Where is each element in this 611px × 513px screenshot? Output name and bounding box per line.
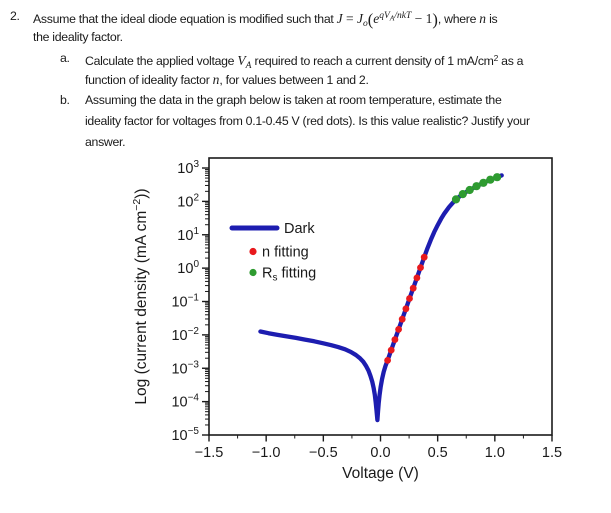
data-dot — [387, 346, 395, 354]
legend-label: Rs fitting — [262, 266, 316, 284]
data-dot — [479, 178, 488, 187]
x-axis: −1.5 −1.0 −0.5 0.0 0.5 1.0 1.5 Voltage (V) — [195, 435, 562, 482]
text-segment: ( — [367, 10, 374, 29]
chart-figure: −1.5 −1.0 −0.5 0.0 0.5 1.0 1.5 Voltage (V) 103 10… — [0, 150, 611, 513]
legend-label: Dark — [284, 221, 315, 237]
data-dot — [465, 185, 474, 195]
text-segment: , where — [437, 12, 480, 26]
question-line: a. Calculate the applied voltage VA requi… — [60, 51, 524, 74]
text-segment: 2 — [493, 53, 499, 63]
text-segment: is — [485, 12, 498, 26]
legend: Dark n fitting Rs fitting — [229, 221, 316, 284]
data-dot — [493, 173, 502, 182]
x-axis-title: Voltage (V) — [342, 465, 419, 482]
y-tick-label: 10−3 — [171, 359, 199, 377]
text-segment: qV — [379, 11, 390, 21]
list-marker: 2. — [10, 9, 20, 23]
data-dot — [486, 175, 495, 184]
text-segment: the ideality factor. — [33, 30, 123, 44]
data-dot — [458, 190, 467, 199]
text-segment: V — [237, 53, 246, 68]
data-dot — [402, 305, 410, 313]
question-line: answer. — [85, 135, 126, 150]
question-line: the ideality factor. — [33, 30, 123, 45]
x-tick-label: 0.0 — [370, 445, 390, 461]
text-segment: n — [212, 72, 220, 87]
y-tick-label: 100 — [177, 259, 199, 277]
text-segment: Calculate the applied voltage — [85, 54, 238, 68]
text-segment: function of ideality factor — [85, 73, 213, 87]
text-segment: ) — [432, 10, 438, 29]
y-tick-label: 103 — [177, 159, 199, 177]
data-dot — [417, 264, 424, 271]
n-fitting-dots — [384, 253, 428, 364]
x-tick-label: −1.0 — [252, 445, 281, 461]
y-axis-title: Log (current density (mA cm−2)) — [131, 188, 150, 404]
data-dot — [398, 315, 406, 323]
question-line: 2. Assume that the ideal diode equation i… — [10, 9, 498, 32]
data-dot — [409, 284, 417, 292]
list-marker: a. — [60, 51, 70, 65]
x-tick-label: 0.5 — [428, 445, 448, 461]
data-dot — [472, 182, 481, 191]
y-axis: 103 102 101 100 10−1 10−2 10−3 10−4 10−5 Log (cur… — [131, 159, 209, 444]
text-segment: Assuming the data in the graph below is … — [85, 93, 502, 107]
text-segment: o — [362, 19, 368, 29]
y-tick-label: 10−1 — [171, 293, 199, 311]
y-tick-label: 10−4 — [171, 393, 199, 411]
rs-fitting-dots — [451, 173, 502, 204]
question-line: b. Assuming the data in the graph below i… — [60, 93, 502, 108]
y-tick-label: 10−5 — [171, 426, 199, 444]
list-marker: b. — [60, 93, 70, 107]
data-dot — [391, 336, 399, 343]
data-dot — [395, 326, 402, 333]
question-block: 2. Assume that the ideal diode equation i… — [0, 0, 611, 150]
text-segment: required to reach a current density of 1… — [251, 54, 494, 68]
x-tick-label: 1.5 — [542, 445, 562, 461]
text-segment: as a — [498, 54, 524, 68]
text-segment: J — [356, 11, 363, 26]
y-tick-label: 102 — [177, 192, 199, 210]
data-dot — [384, 357, 391, 364]
x-tick-label: 1.0 — [485, 445, 505, 461]
data-dot — [420, 253, 428, 261]
data-dot — [413, 274, 421, 282]
text-segment: J — [336, 11, 343, 26]
text-segment: answer. — [85, 135, 126, 149]
legend-dot-sample — [249, 268, 257, 277]
question-line: function of ideality factor n, for value… — [85, 72, 369, 88]
text-segment: = — [342, 11, 357, 26]
text-segment: Assume that the ideal diode equation is … — [33, 12, 337, 26]
x-tick-label: −1.5 — [195, 445, 224, 461]
text-segment: , for values between 1 and 2. — [219, 73, 369, 87]
text-segment: ideality factor for voltages from 0.1-0.… — [85, 114, 530, 128]
y-tick-label: 10−2 — [171, 326, 199, 344]
legend-label: n fitting — [262, 245, 309, 261]
text-segment: A — [389, 13, 395, 23]
text-segment: n — [479, 11, 486, 26]
text-segment: A — [245, 61, 252, 71]
legend-dot-sample — [249, 247, 257, 256]
dark-curve — [258, 173, 504, 423]
x-tick-label: −0.5 — [309, 445, 338, 461]
question-line: ideality factor for voltages from 0.1-0.… — [85, 114, 530, 129]
data-dot — [406, 295, 413, 302]
text-segment: − 1 — [411, 11, 433, 26]
y-tick-label: 101 — [177, 226, 199, 244]
text-segment: e — [373, 11, 380, 26]
data-dot — [451, 195, 461, 204]
text-segment: /nkT — [394, 11, 412, 21]
